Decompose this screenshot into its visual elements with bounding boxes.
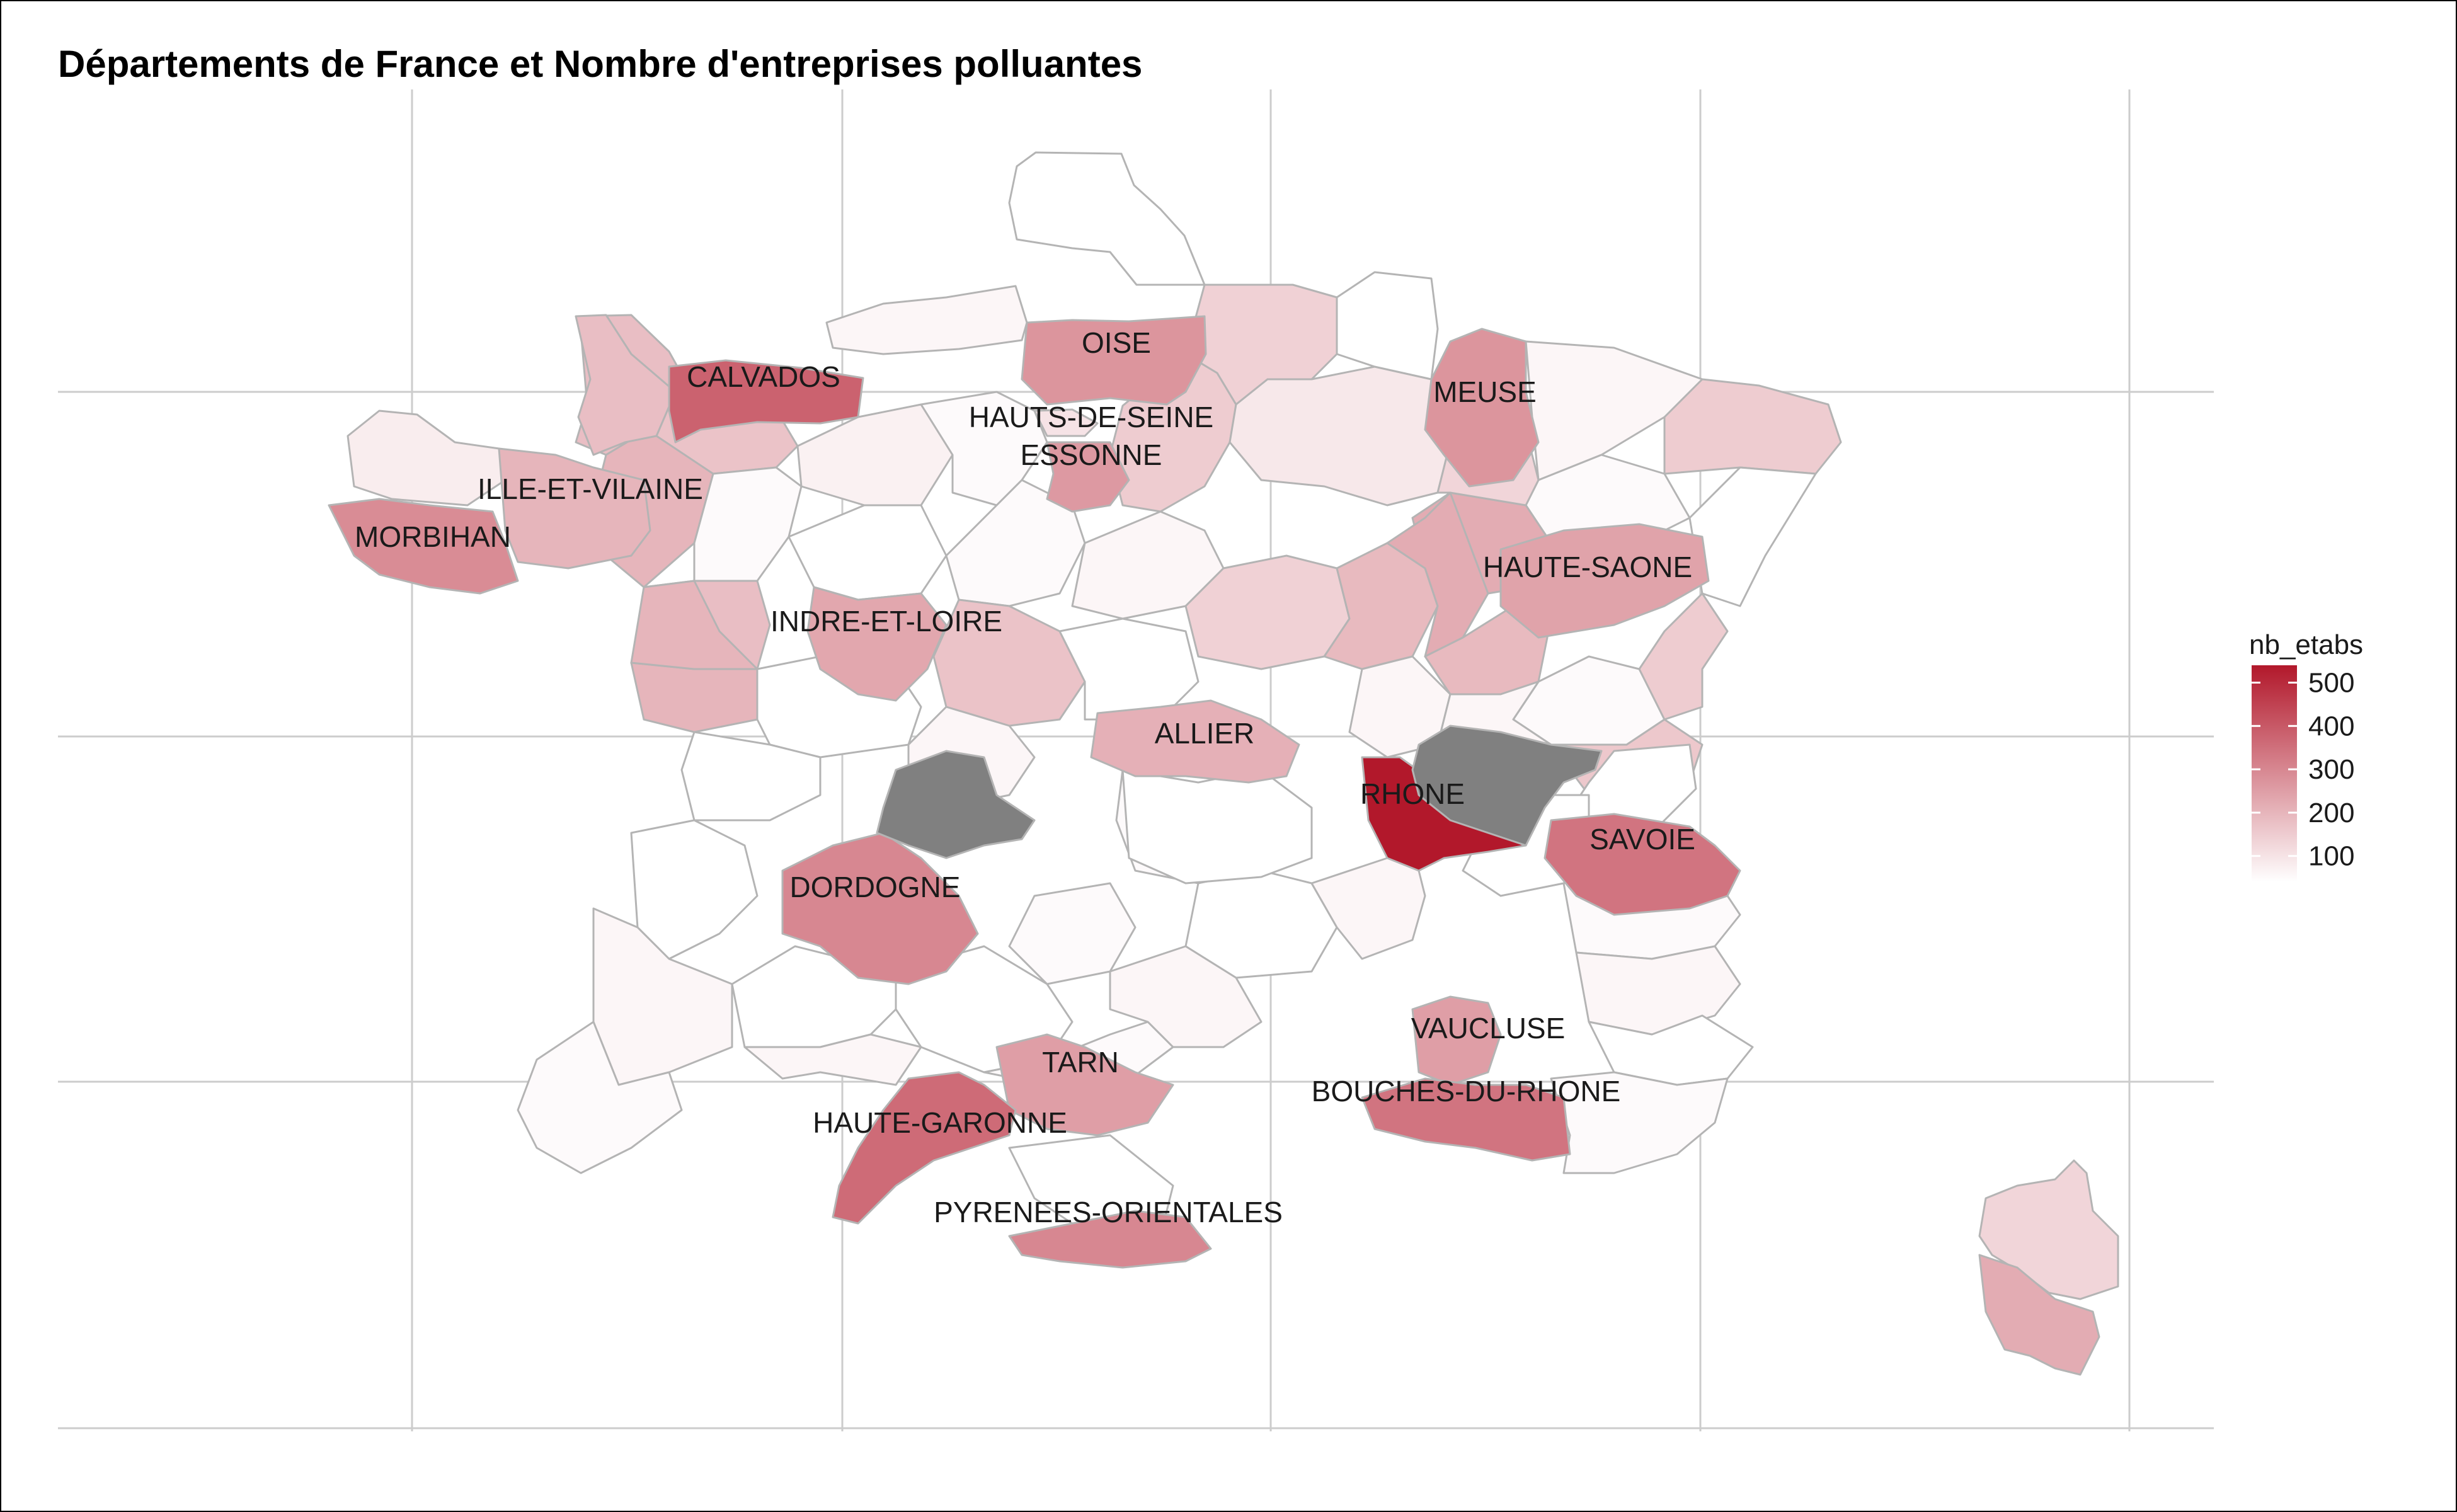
label-morbihan: MORBIHAN — [355, 520, 511, 553]
department-meuse — [1424, 328, 1540, 488]
department-vaucluse — [1411, 995, 1502, 1086]
department-ille-et-vilaine — [498, 447, 651, 570]
label-ille-et-vilaine: ILLE-ET-VILAINE — [478, 472, 703, 505]
legend-tick-label: 100 — [2308, 841, 2354, 872]
department — [575, 314, 677, 456]
department-bouches-du-rhone — [1361, 1077, 1571, 1162]
legend-colorbar — [2252, 665, 2297, 882]
label-vaucluse: VAUCLUSE — [1411, 1012, 1566, 1045]
department-essonne — [1046, 441, 1130, 513]
label-calvados: CALVADOS — [687, 360, 840, 393]
department — [630, 819, 759, 960]
department — [630, 580, 759, 670]
department — [1228, 365, 1452, 507]
department-oise — [1021, 315, 1207, 406]
department-morbihan — [328, 498, 519, 595]
label-rhone: RHONE — [1360, 777, 1465, 810]
department-pyrenees-orientales — [1008, 1210, 1212, 1269]
department — [932, 598, 1086, 727]
legend-title: nb_etabs — [2249, 629, 2363, 660]
label-tarn: TARN — [1042, 1046, 1119, 1079]
department-allier — [1090, 699, 1300, 784]
legend-ticks: 500 400 300 200 100 — [2252, 668, 2354, 872]
label-essonne: ESSONNE — [1021, 438, 1162, 471]
legend-tick-label: 300 — [2308, 754, 2354, 785]
department — [630, 662, 759, 733]
legend-tick-label: 500 — [2308, 668, 2354, 699]
legend-tick-label: 200 — [2308, 798, 2354, 828]
departments-layer — [328, 151, 2119, 1376]
label-allier: ALLIER — [1155, 717, 1255, 750]
department — [825, 285, 1028, 355]
department — [1058, 617, 1200, 721]
department — [1008, 151, 1206, 286]
department — [1575, 945, 1741, 1036]
department — [1336, 271, 1439, 381]
department — [1638, 592, 1729, 721]
department-tarn — [995, 1033, 1174, 1137]
department — [1663, 378, 1842, 475]
label-oise: OISE — [1082, 326, 1151, 359]
label-meuse: MEUSE — [1433, 375, 1537, 408]
label-savoie: SAVOIE — [1589, 823, 1695, 856]
label-hauts-de-seine: HAUTS-DE-SEINE — [969, 401, 1213, 433]
department — [796, 403, 954, 507]
department — [1121, 769, 1313, 885]
department — [1109, 945, 1263, 1048]
department — [693, 466, 803, 582]
department-corsica-south — [1978, 1254, 2100, 1376]
label-indre-et-loire: INDRE-ET-LOIRE — [770, 605, 1002, 638]
department-indre-et-loire — [806, 586, 948, 702]
label-bouches-du-rhone: BOUCHES-DU-RHONE — [1312, 1075, 1621, 1108]
legend-tick-label: 400 — [2308, 711, 2354, 742]
department-hauts-de-seine — [1033, 408, 1099, 437]
department — [680, 731, 822, 822]
department — [743, 1033, 922, 1086]
legend: nb_etabs 500 400 300 200 100 — [2249, 629, 2363, 882]
department-haute-garonne — [832, 1071, 1017, 1225]
department-dordogne — [781, 832, 979, 985]
label-dordogne: DORDOGNE — [790, 871, 961, 903]
department — [788, 504, 948, 601]
label-haute-saone: HAUTE-SAONE — [1483, 551, 1692, 583]
department-haute-saone — [1499, 523, 1710, 639]
label-haute-garonne: HAUTE-GARONNE — [813, 1106, 1067, 1139]
department — [517, 1021, 683, 1174]
department-missing — [1411, 724, 1603, 847]
department-savoie — [1544, 813, 1741, 916]
department-calvados — [668, 359, 864, 444]
label-pyrenees-orientales: PYRENEES-ORIENTALES — [934, 1196, 1283, 1228]
department-missing — [876, 750, 1036, 859]
department — [1688, 466, 1817, 607]
department-labels: CALVADOS OISE HAUTS-DE-SEINE ESSONNE MEU… — [355, 326, 1695, 1228]
chart-title: Départements de France et Nombre d'entre… — [58, 43, 1142, 85]
